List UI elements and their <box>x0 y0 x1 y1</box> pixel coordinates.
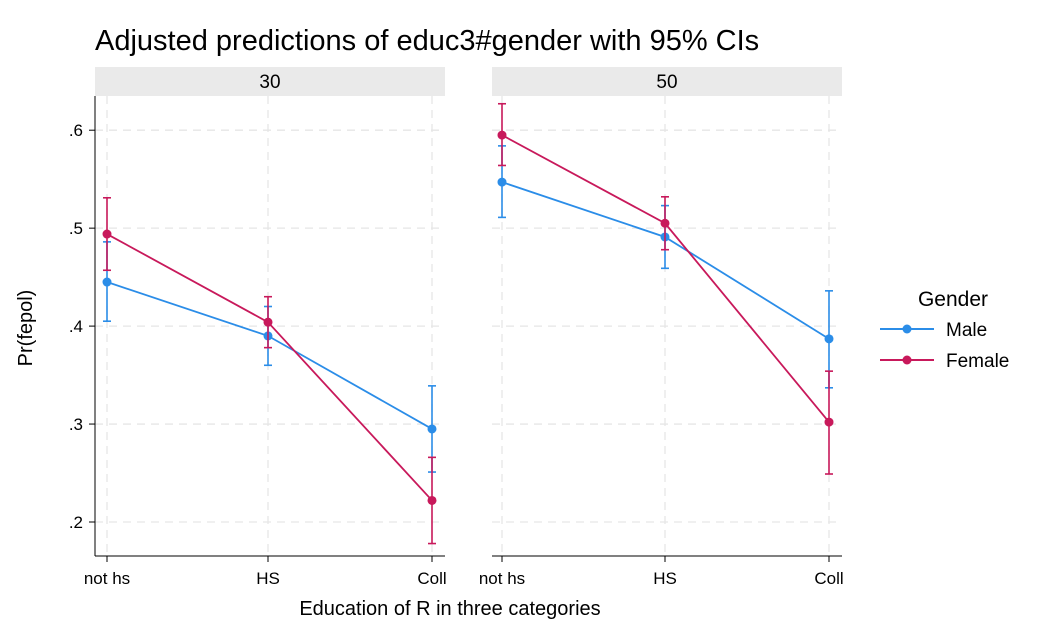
data-point <box>824 334 834 344</box>
y-tick-label: .4 <box>69 317 83 336</box>
y-tick-label: .5 <box>69 219 83 238</box>
panels: 30 .2 .3 .4 .5 .6 not hs HS Coll 50 not hs HS Coll <box>69 67 844 588</box>
panel-30: 30 .2 .3 .4 .5 .6 not hs HS Coll <box>69 67 447 588</box>
legend-label-male: Male <box>946 320 987 341</box>
series-female <box>497 102 834 475</box>
panel-strip <box>95 67 445 96</box>
y-axis-title: Pr(fepol) <box>15 290 37 367</box>
y-tick-label: .6 <box>69 121 83 140</box>
data-point <box>497 177 507 187</box>
x-tick-label: Coll <box>417 569 446 588</box>
legend-marker-female <box>902 355 912 365</box>
legend-label-female: Female <box>946 351 1009 372</box>
panel-strip-label: 30 <box>259 72 280 93</box>
y-tick-label: .3 <box>69 415 83 434</box>
series-male <box>102 241 437 473</box>
data-point <box>102 229 112 239</box>
data-point <box>427 495 437 505</box>
data-point <box>102 277 112 287</box>
panel-50: 50 not hs HS Coll <box>479 67 844 588</box>
x-tick-label: not hs <box>84 569 130 588</box>
data-point <box>263 317 273 327</box>
y-tick-label: .2 <box>69 513 83 532</box>
series-line <box>106 233 433 502</box>
panel-strip <box>492 67 842 96</box>
x-tick-label: HS <box>653 569 677 588</box>
x-tick-label: HS <box>256 569 280 588</box>
series-female <box>102 196 437 545</box>
x-tick-label: Coll <box>814 569 843 588</box>
legend-title: Gender <box>918 288 988 311</box>
data-point <box>497 130 507 140</box>
legend: Gender Male Female <box>880 288 1009 372</box>
x-axis-title: Education of R in three categories <box>299 598 600 620</box>
series-line <box>106 281 433 430</box>
panel-strip-label: 50 <box>656 72 677 93</box>
data-point <box>660 218 670 228</box>
x-tick-label: not hs <box>479 569 525 588</box>
data-point <box>427 424 437 434</box>
chart-title: Adjusted predictions of educ3#gender wit… <box>95 25 759 57</box>
data-point <box>824 417 834 427</box>
legend-marker-male <box>902 324 912 334</box>
